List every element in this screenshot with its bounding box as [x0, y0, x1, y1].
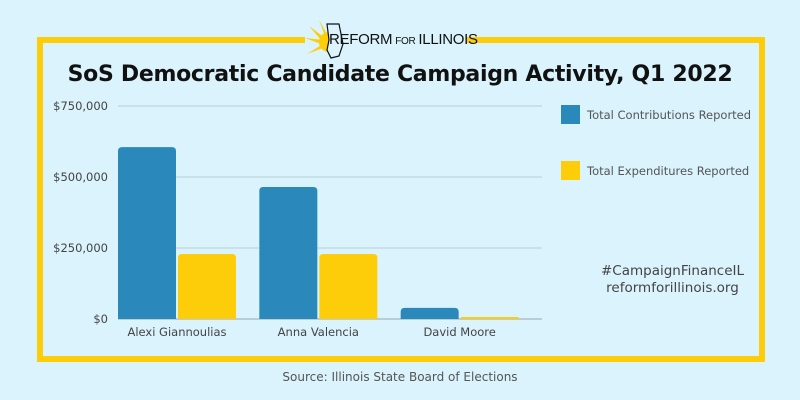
logo: REFORM FOR ILLINOIS	[305, 20, 478, 59]
bar-contributions	[400, 307, 459, 319]
bar-expenditures	[178, 253, 236, 319]
y-tick-label: $0	[93, 312, 108, 326]
legend-swatch-contributions	[561, 105, 580, 124]
website: reformforillinois.org	[606, 280, 739, 296]
legend-label-expenditures: Total Expenditures Reported	[587, 163, 750, 178]
legend-label-contributions: Total Contributions Reported	[587, 107, 752, 122]
legend-item-expenditures: Total Expenditures Reported	[561, 161, 749, 180]
y-tick-label: $750,000	[53, 99, 108, 113]
y-tick-label: $250,000	[53, 241, 108, 255]
y-tick-label: $500,000	[53, 170, 108, 184]
x-tick-label: Alexi Giannoulias	[127, 325, 226, 339]
x-tick-label: Anna Valencia	[278, 325, 359, 339]
logo-word-illinois: ILLINOIS	[418, 31, 478, 48]
legend-swatch-expenditures	[561, 161, 580, 180]
bar-contributions	[259, 186, 318, 319]
hashtag: #CampaignFinanceIL	[600, 263, 745, 279]
x-tick-label: David Moore	[423, 325, 495, 339]
bar-expenditures	[460, 317, 519, 319]
logo-word-reform: REFORM	[329, 31, 393, 48]
legend-item-contributions: Total Contributions Reported	[561, 105, 751, 124]
source-note: Source: Illinois State Board of Election…	[282, 370, 518, 384]
logo-word-for: FOR	[395, 36, 416, 47]
logo-text: REFORM FOR ILLINOIS	[329, 31, 478, 48]
sun-illinois-icon	[305, 20, 344, 59]
bar-contributions	[118, 147, 176, 319]
bar-expenditures	[319, 253, 378, 319]
chart-title: SoS Democratic Candidate Campaign Activi…	[67, 62, 733, 87]
